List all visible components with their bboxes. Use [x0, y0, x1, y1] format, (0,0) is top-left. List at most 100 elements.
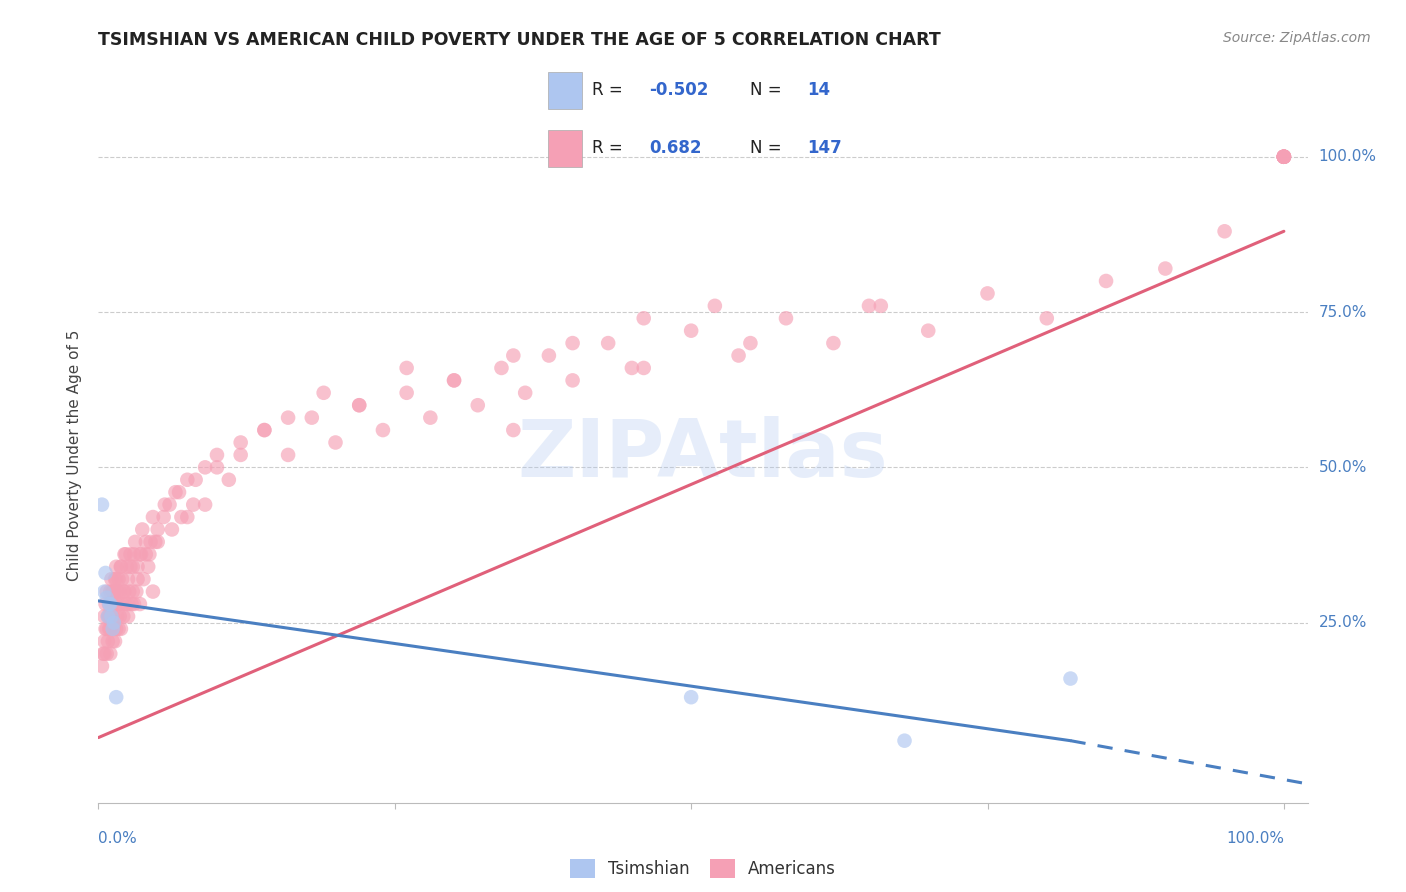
Point [114, 584, 136, 599]
Point [277, 448, 299, 462]
Point [561, 373, 583, 387]
Point [371, 423, 394, 437]
Point [120, 559, 142, 574]
Point [1095, 274, 1118, 288]
Point [142, 510, 165, 524]
Point [112, 584, 135, 599]
Point [419, 410, 441, 425]
Text: 147: 147 [807, 139, 842, 157]
Point [127, 572, 149, 586]
Point [537, 349, 560, 363]
Point [91, 498, 114, 512]
Point [93, 647, 115, 661]
Point [176, 473, 198, 487]
Point [205, 460, 228, 475]
FancyBboxPatch shape [548, 129, 582, 167]
Text: 0.682: 0.682 [650, 139, 702, 157]
Point [229, 435, 252, 450]
Point [101, 584, 124, 599]
Point [118, 584, 141, 599]
Point [194, 460, 217, 475]
Point [740, 336, 762, 351]
Point [1272, 150, 1295, 164]
Point [167, 485, 190, 500]
Point [101, 622, 124, 636]
Point [91, 647, 114, 661]
Point [727, 349, 749, 363]
Text: 100.0%: 100.0% [1319, 149, 1376, 164]
Point [112, 609, 135, 624]
Point [115, 559, 138, 574]
Point [103, 597, 125, 611]
Text: 50.0%: 50.0% [1319, 460, 1367, 475]
Point [98, 597, 121, 611]
Point [105, 559, 128, 574]
Point [110, 622, 132, 636]
Point [105, 622, 128, 636]
Point [127, 559, 149, 574]
Point [103, 615, 125, 630]
Point [502, 423, 524, 437]
Point [100, 609, 122, 624]
Point [120, 547, 142, 561]
Point [105, 584, 128, 599]
Text: -0.502: -0.502 [650, 81, 709, 99]
Point [152, 510, 174, 524]
Point [121, 584, 143, 599]
Point [1036, 311, 1059, 326]
Point [976, 286, 998, 301]
Point [105, 597, 128, 611]
Point [97, 609, 120, 624]
Point [775, 311, 797, 326]
Point [395, 361, 418, 376]
Point [1272, 150, 1295, 164]
Point [98, 597, 121, 611]
Point [703, 299, 725, 313]
Y-axis label: Child Poverty Under the Age of 5: Child Poverty Under the Age of 5 [67, 329, 83, 581]
Point [917, 324, 939, 338]
Text: Source: ZipAtlas.com: Source: ZipAtlas.com [1223, 31, 1371, 45]
Point [1272, 150, 1295, 164]
Point [229, 448, 252, 462]
Point [681, 690, 703, 705]
Point [136, 559, 159, 574]
Point [103, 584, 125, 599]
Point [98, 609, 121, 624]
Text: 14: 14 [807, 81, 831, 99]
Point [443, 373, 465, 387]
Point [105, 572, 128, 586]
Text: TSIMSHIAN VS AMERICAN CHILD POVERTY UNDER THE AGE OF 5 CORRELATION CHART: TSIMSHIAN VS AMERICAN CHILD POVERTY UNDE… [98, 31, 941, 49]
Point [129, 597, 152, 611]
Point [135, 534, 157, 549]
Point [598, 336, 620, 351]
Point [93, 634, 115, 648]
Point [395, 385, 418, 400]
Point [443, 373, 465, 387]
Point [165, 485, 187, 500]
Point [98, 597, 121, 611]
Point [121, 597, 143, 611]
Point [105, 690, 128, 705]
Point [146, 523, 169, 537]
Point [98, 584, 121, 599]
Point [620, 361, 643, 376]
Point [98, 622, 121, 636]
Point [125, 584, 148, 599]
Point [153, 498, 176, 512]
Point [129, 547, 152, 561]
Point [869, 299, 891, 313]
Point [107, 622, 129, 636]
Text: R =: R = [592, 81, 627, 99]
Point [108, 609, 131, 624]
Point [100, 572, 122, 586]
Point [114, 597, 136, 611]
Point [491, 361, 513, 376]
Text: N =: N = [751, 81, 787, 99]
Point [181, 498, 204, 512]
Point [633, 361, 655, 376]
Point [107, 572, 129, 586]
Point [1272, 150, 1295, 164]
Point [131, 523, 153, 537]
Point [94, 622, 117, 636]
Point [858, 299, 880, 313]
